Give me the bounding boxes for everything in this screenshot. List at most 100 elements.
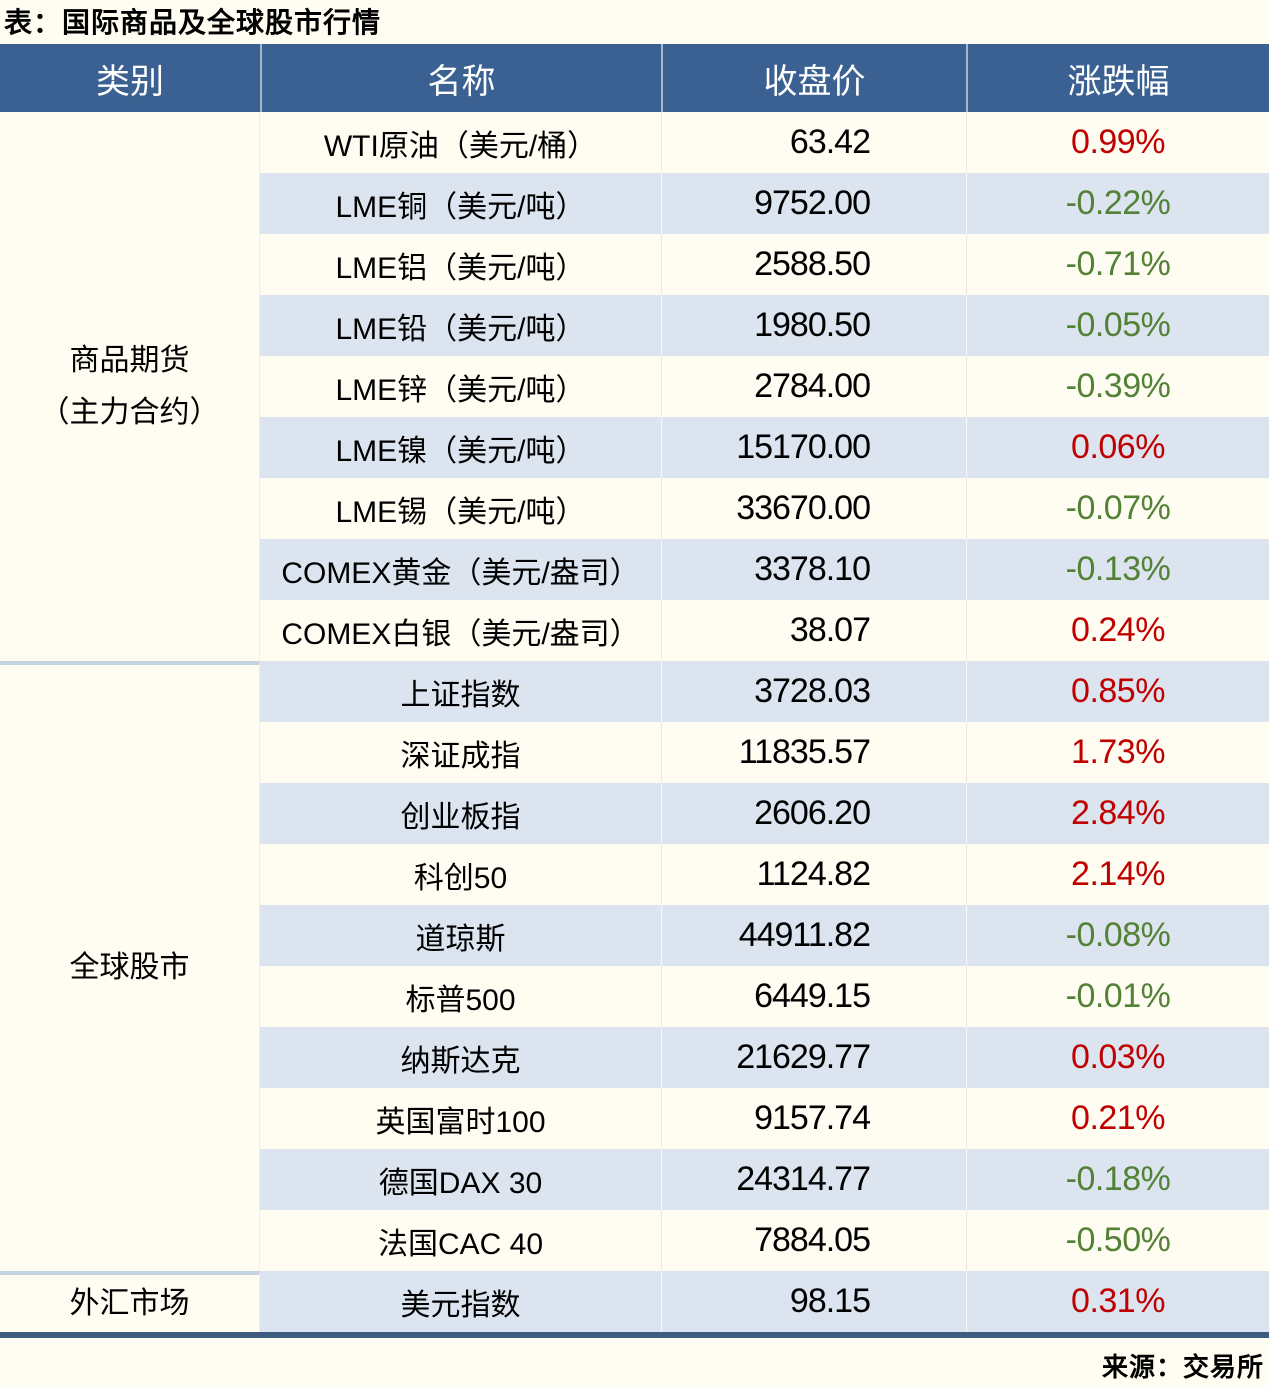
table-row: COMEX白银（美元/盎司） 38.07 0.24%: [260, 600, 1269, 661]
close-price: 1124.82: [661, 844, 966, 905]
header-cell-close: 收盘价: [661, 44, 966, 112]
table-header: 类别 名称 收盘价 涨跌幅: [0, 44, 1269, 112]
change-percent: -0.50%: [966, 1210, 1269, 1271]
instrument-name: LME锡（美元/吨）: [335, 495, 586, 529]
close-price: 3728.03: [661, 661, 966, 722]
instrument-name: WTI原油（美元/桶）: [323, 129, 598, 163]
close-price: 7884.05: [661, 1210, 966, 1271]
table-row: 德国DAX 30 24314.77 -0.18%: [260, 1149, 1269, 1210]
instrument-name: LME铅（美元/吨）: [335, 312, 586, 346]
table-row: LME锡（美元/吨） 33670.00 -0.07%: [260, 478, 1269, 539]
table-row: LME铅（美元/吨） 1980.50 -0.05%: [260, 295, 1269, 356]
change-percent: 2.84%: [966, 783, 1269, 844]
section-rows: 上证指数 3728.03 0.85% 深证成指 11835.57 1.73% 创业板指 260…: [260, 661, 1269, 1271]
category-label: 全球股市: [69, 951, 190, 984]
table-section: 全球股市 上证指数 3728.03 0.85% 深证成指 11835.57 1.73% 创业板…: [0, 661, 1269, 1271]
table-section: 商品期货 （主力合约） WTI原油（美元/桶） 63.42 0.99% LME铜（美元/吨…: [0, 112, 1269, 661]
table-section: 外汇市场 美元指数 98.15 0.31%: [0, 1271, 1269, 1332]
table-row: 法国CAC 40 7884.05 -0.50%: [260, 1210, 1269, 1271]
category-cell: 商品期货 （主力合约）: [0, 112, 260, 661]
close-price: 38.07: [661, 600, 966, 661]
change-percent: -0.08%: [966, 905, 1269, 966]
instrument-name: 道琼斯: [415, 922, 506, 956]
change-percent: 0.85%: [966, 661, 1269, 722]
change-percent: 0.06%: [966, 417, 1269, 478]
close-price: 2588.50: [661, 234, 966, 295]
change-percent: -0.05%: [966, 295, 1269, 356]
instrument-name: 标普500: [405, 983, 516, 1017]
instrument-name: COMEX黄金（美元/盎司）: [281, 556, 640, 590]
change-percent: 1.73%: [966, 722, 1269, 783]
category-label: 外汇市场: [69, 1286, 190, 1320]
close-price: 6449.15: [661, 966, 966, 1027]
change-percent: 0.03%: [966, 1027, 1269, 1088]
header-cell-change: 涨跌幅: [966, 44, 1269, 112]
close-price: 98.15: [661, 1271, 966, 1332]
table-row: 创业板指 2606.20 2.84%: [260, 783, 1269, 844]
change-percent: -0.71%: [966, 234, 1269, 295]
instrument-name: 科创50: [413, 861, 508, 895]
change-percent: -0.39%: [966, 356, 1269, 417]
table-row: 深证成指 11835.57 1.73%: [260, 722, 1269, 783]
instrument-name: 创业板指: [400, 800, 521, 834]
instrument-name: 纳斯达克: [400, 1044, 521, 1078]
instrument-name: 上证指数: [400, 678, 521, 712]
instrument-name: 深证成指: [400, 739, 521, 773]
table-row: 上证指数 3728.03 0.85%: [260, 661, 1269, 722]
close-price: 2784.00: [661, 356, 966, 417]
change-percent: -0.18%: [966, 1149, 1269, 1210]
change-percent: 0.24%: [966, 600, 1269, 661]
change-percent: -0.13%: [966, 539, 1269, 600]
instrument-name: 德国DAX 30: [378, 1166, 543, 1200]
close-price: 9157.74: [661, 1088, 966, 1149]
close-price: 11835.57: [661, 722, 966, 783]
close-price: 1980.50: [661, 295, 966, 356]
close-price: 9752.00: [661, 173, 966, 234]
table-row: LME铜（美元/吨） 9752.00 -0.22%: [260, 173, 1269, 234]
change-percent: 2.14%: [966, 844, 1269, 905]
instrument-name: 美元指数: [400, 1288, 521, 1322]
source-note: 来源：交易所: [1101, 1352, 1264, 1382]
close-price: 3378.10: [661, 539, 966, 600]
page-title: 表：国际商品及全球股市行情: [4, 7, 382, 38]
instrument-name: 英国富时100: [375, 1105, 546, 1139]
instrument-name: LME铜（美元/吨）: [335, 190, 586, 224]
change-percent: 0.31%: [966, 1271, 1269, 1332]
instrument-name: LME镍（美元/吨）: [335, 434, 586, 468]
table-row: LME铝（美元/吨） 2588.50 -0.71%: [260, 234, 1269, 295]
instrument-name: 法国CAC 40: [377, 1227, 544, 1261]
instrument-name: COMEX白银（美元/盎司）: [281, 617, 640, 651]
table-row: 科创50 1124.82 2.14%: [260, 844, 1269, 905]
category-cell: 外汇市场: [0, 1271, 260, 1332]
table-row: WTI原油（美元/桶） 63.42 0.99%: [260, 112, 1269, 173]
header-cell-name: 名称: [260, 44, 661, 112]
change-percent: 0.99%: [966, 112, 1269, 173]
market-table: 类别 名称 收盘价 涨跌幅 商品期货 （主力合约） WTI原油（美元/桶） 63.42…: [0, 44, 1269, 1338]
change-percent: 0.21%: [966, 1088, 1269, 1149]
table-row: 英国富时100 9157.74 0.21%: [260, 1088, 1269, 1149]
table-row: LME锌（美元/吨） 2784.00 -0.39%: [260, 356, 1269, 417]
change-percent: -0.07%: [966, 478, 1269, 539]
header-cell-category: 类别: [96, 63, 164, 101]
close-price: 15170.00: [661, 417, 966, 478]
category-label: 商品期货: [69, 343, 190, 377]
close-price: 44911.82: [661, 905, 966, 966]
table-row: COMEX黄金（美元/盎司） 3378.10 -0.13%: [260, 539, 1269, 600]
table-row: 美元指数 98.15 0.31%: [260, 1271, 1269, 1332]
category-label: （主力合约）: [39, 395, 220, 429]
table-row: 道琼斯 44911.82 -0.08%: [260, 905, 1269, 966]
close-price: 63.42: [661, 112, 966, 173]
table-row: 纳斯达克 21629.77 0.03%: [260, 1027, 1269, 1088]
table-row: LME镍（美元/吨） 15170.00 0.06%: [260, 417, 1269, 478]
table-row: 标普500 6449.15 -0.01%: [260, 966, 1269, 1027]
instrument-name: LME锌（美元/吨）: [335, 373, 586, 407]
change-percent: -0.01%: [966, 966, 1269, 1027]
instrument-name: LME铝（美元/吨）: [335, 251, 586, 285]
change-percent: -0.22%: [966, 173, 1269, 234]
close-price: 21629.77: [661, 1027, 966, 1088]
category-cell: 全球股市: [0, 661, 260, 1271]
section-rows: 美元指数 98.15 0.31%: [260, 1271, 1269, 1332]
section-rows: WTI原油（美元/桶） 63.42 0.99% LME铜（美元/吨） 9752.00 -0…: [260, 112, 1269, 661]
close-price: 33670.00: [661, 478, 966, 539]
